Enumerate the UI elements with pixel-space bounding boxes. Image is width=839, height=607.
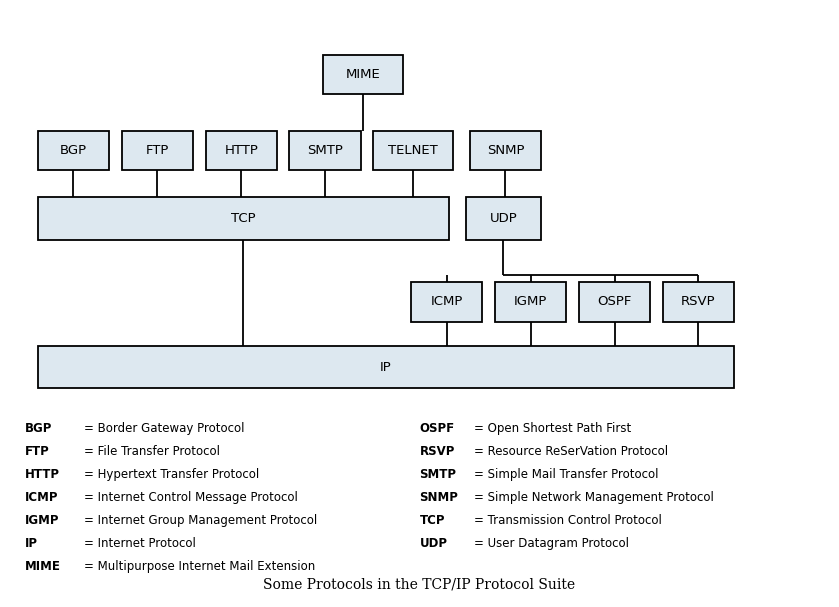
Text: OSPF: OSPF (420, 422, 455, 435)
FancyBboxPatch shape (466, 197, 541, 240)
Text: SMTP: SMTP (307, 144, 343, 157)
Text: = Simple Mail Transfer Protocol: = Simple Mail Transfer Protocol (474, 468, 659, 481)
Text: TCP: TCP (231, 212, 256, 225)
Text: FTP: FTP (146, 144, 169, 157)
Text: FTP: FTP (25, 445, 50, 458)
Text: = User Datagram Protocol: = User Datagram Protocol (474, 537, 629, 550)
Text: IGMP: IGMP (25, 514, 60, 527)
FancyBboxPatch shape (495, 282, 566, 322)
Text: UDP: UDP (489, 212, 518, 225)
FancyBboxPatch shape (663, 282, 734, 322)
FancyBboxPatch shape (289, 131, 361, 170)
Text: SMTP: SMTP (420, 468, 456, 481)
Text: IGMP: IGMP (514, 296, 547, 308)
Text: = Simple Network Management Protocol: = Simple Network Management Protocol (474, 491, 714, 504)
Text: = Border Gateway Protocol: = Border Gateway Protocol (84, 422, 244, 435)
Text: = Hypertext Transfer Protocol: = Hypertext Transfer Protocol (84, 468, 259, 481)
Text: = Resource ReSerVation Protocol: = Resource ReSerVation Protocol (474, 445, 668, 458)
Text: ICMP: ICMP (25, 491, 59, 504)
Text: MIME: MIME (346, 68, 380, 81)
Text: IP: IP (380, 361, 392, 374)
FancyBboxPatch shape (470, 131, 541, 170)
Text: = Internet Group Management Protocol: = Internet Group Management Protocol (84, 514, 317, 527)
Text: RSVP: RSVP (681, 296, 716, 308)
Text: = Internet Control Message Protocol: = Internet Control Message Protocol (84, 491, 298, 504)
Text: = Open Shortest Path First: = Open Shortest Path First (474, 422, 631, 435)
FancyBboxPatch shape (38, 197, 449, 240)
FancyBboxPatch shape (373, 131, 453, 170)
Text: = Multipurpose Internet Mail Extension: = Multipurpose Internet Mail Extension (84, 560, 315, 573)
Text: TELNET: TELNET (388, 144, 438, 157)
FancyBboxPatch shape (38, 346, 734, 388)
Text: BGP: BGP (60, 144, 87, 157)
Text: Some Protocols in the TCP/IP Protocol Suite: Some Protocols in the TCP/IP Protocol Su… (263, 578, 576, 592)
FancyBboxPatch shape (122, 131, 193, 170)
FancyBboxPatch shape (579, 282, 650, 322)
Text: = File Transfer Protocol: = File Transfer Protocol (84, 445, 220, 458)
Text: ICMP: ICMP (430, 296, 463, 308)
Text: SNMP: SNMP (487, 144, 524, 157)
Text: = Transmission Control Protocol: = Transmission Control Protocol (474, 514, 662, 527)
FancyBboxPatch shape (411, 282, 482, 322)
FancyBboxPatch shape (323, 55, 403, 94)
Text: HTTP: HTTP (25, 468, 60, 481)
Text: HTTP: HTTP (224, 144, 258, 157)
FancyBboxPatch shape (38, 131, 109, 170)
Text: RSVP: RSVP (420, 445, 455, 458)
Text: TCP: TCP (420, 514, 445, 527)
FancyBboxPatch shape (206, 131, 277, 170)
Text: MIME: MIME (25, 560, 61, 573)
Text: UDP: UDP (420, 537, 447, 550)
Text: BGP: BGP (25, 422, 53, 435)
Text: OSPF: OSPF (597, 296, 632, 308)
Text: IP: IP (25, 537, 38, 550)
Text: SNMP: SNMP (420, 491, 458, 504)
Text: = Internet Protocol: = Internet Protocol (84, 537, 195, 550)
